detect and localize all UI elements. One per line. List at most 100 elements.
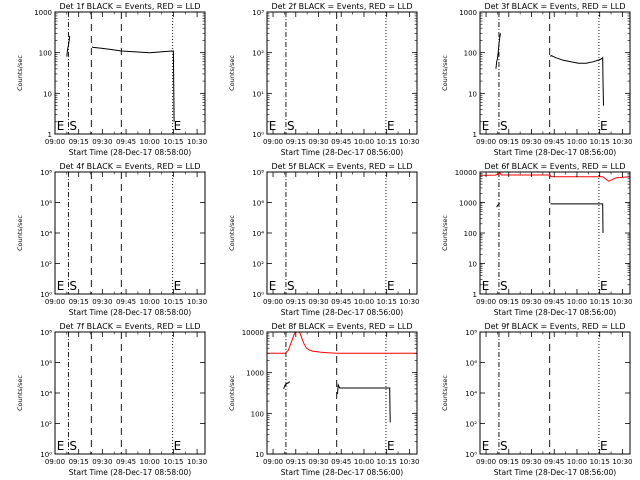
plot-frame — [54, 11, 206, 135]
x-tick-label: 09:30 — [521, 138, 541, 146]
x-tick-label: 09:15 — [499, 138, 519, 146]
x-tick-label: 10:30 — [612, 458, 632, 466]
event-marker-label: E — [57, 119, 65, 133]
series-line — [495, 33, 501, 69]
x-tick-label: 09:45 — [544, 298, 564, 306]
event-marker-label: S — [500, 279, 508, 293]
event-marker-label: E — [482, 439, 490, 453]
x-tick-label: 09:30 — [308, 138, 328, 146]
series-line — [91, 46, 175, 122]
event-marker-label: E — [269, 119, 277, 133]
x-tick-label: 10:30 — [187, 458, 207, 466]
y-tick-label: 10⁶ — [40, 360, 52, 368]
chart-title: Det 8f BLACK = Events, RED = LLD — [271, 322, 412, 331]
x-tick-label: 09:15 — [499, 458, 519, 466]
x-tick-label: 09:00 — [263, 138, 283, 146]
y-axis-label: Counts/sec — [228, 375, 236, 411]
series-line — [337, 383, 391, 423]
x-tick-label: 10:00 — [140, 458, 160, 466]
y-tick-label: 100 — [464, 230, 477, 238]
x-axis-label: Start Time (28-Dec-17 08:56:00) — [281, 308, 403, 317]
x-tick-label: 10:15 — [163, 458, 183, 466]
y-tick-label: 10⁶ — [40, 200, 52, 208]
y-tick-label: 10⁶ — [252, 200, 264, 208]
x-axis-label: Start Time (28-Dec-17 08:56:00) — [494, 308, 616, 317]
x-axis-label: Start Time (28-Dec-17 08:58:00) — [69, 468, 191, 477]
x-tick-label: 10:00 — [567, 458, 587, 466]
x-tick-label: 09:45 — [331, 458, 351, 466]
chart-title: Det 1f BLACK = Events, RED = LLD — [59, 2, 200, 11]
y-tick-label: 10 — [468, 261, 477, 269]
y-tick-label: 10000 — [455, 169, 477, 177]
x-tick-label: 09:45 — [544, 138, 564, 146]
chart-title: Det 4f BLACK = Events, RED = LLD — [59, 162, 200, 171]
y-tick-label: 1 — [48, 131, 52, 139]
y-tick-label: 10⁸ — [252, 169, 264, 177]
chart-title: Det 5f BLACK = Events, RED = LLD — [271, 162, 412, 171]
y-tick-label: 10⁸ — [40, 169, 52, 177]
x-tick-label: 09:45 — [544, 458, 564, 466]
event-marker-label: E — [387, 439, 395, 453]
plot-frame — [479, 331, 631, 455]
x-tick-label: 09:00 — [476, 138, 496, 146]
event-marker-label: S — [69, 439, 77, 453]
y-tick-label: 10² — [252, 50, 264, 58]
x-tick-label: 10:15 — [377, 298, 397, 306]
event-marker-label: E — [482, 279, 490, 293]
x-tick-label: 10:15 — [163, 298, 183, 306]
event-marker-label: S — [69, 119, 77, 133]
series-line — [550, 203, 604, 234]
y-tick-label: 100 — [39, 50, 52, 58]
event-marker-label: E — [600, 439, 608, 453]
x-tick-label: 09:30 — [521, 298, 541, 306]
y-axis-label: Counts/sec — [16, 215, 24, 251]
event-marker-label: E — [387, 119, 395, 133]
x-axis-label: Start Time (28-Dec-17 08:56:00) — [281, 148, 403, 157]
y-tick-label: 10⁰ — [40, 291, 52, 299]
y-tick-label: 1000 — [34, 9, 52, 17]
x-tick-label: 10:00 — [140, 298, 160, 306]
y-tick-label: 100 — [251, 410, 264, 418]
y-axis-label: Counts/sec — [16, 55, 24, 91]
event-marker-label: E — [600, 279, 608, 293]
chart-panel: Det 9f BLACK = Events, RED = LLD Counts/s… — [441, 322, 633, 477]
y-tick-label: 10⁰ — [252, 291, 264, 299]
event-marker-label: S — [287, 119, 295, 133]
x-tick-label: 09:45 — [116, 458, 136, 466]
x-tick-label: 09:15 — [286, 458, 306, 466]
x-tick-label: 09:30 — [521, 458, 541, 466]
x-tick-label: 09:00 — [263, 458, 283, 466]
event-marker-label: E — [57, 279, 65, 293]
x-axis-label: Start Time (28-Dec-17 08:56:00) — [494, 148, 616, 157]
series-line — [66, 35, 71, 57]
event-marker-label: E — [482, 119, 490, 133]
x-tick-label: 10:00 — [567, 138, 587, 146]
chart-panel: Det 5f BLACK = Events, RED = LLD Counts/s… — [228, 162, 420, 317]
x-axis-label: Start Time (28-Dec-17 08:56:00) — [281, 468, 403, 477]
plot-frame — [479, 11, 631, 135]
x-tick-label: 10:15 — [590, 138, 610, 146]
y-axis-label: Counts/sec — [441, 375, 449, 411]
chart-title: Det 3f BLACK = Events, RED = LLD — [484, 2, 625, 11]
y-tick-label: 10 — [255, 451, 264, 459]
x-tick-label: 09:15 — [286, 298, 306, 306]
y-tick-label: 1000 — [246, 370, 264, 378]
x-tick-label: 09:30 — [92, 138, 112, 146]
x-tick-label: 10:30 — [399, 298, 419, 306]
y-tick-label: 10² — [465, 421, 477, 429]
y-axis-label: Counts/sec — [228, 55, 236, 91]
x-tick-label: 10:30 — [612, 138, 632, 146]
x-tick-label: 09:15 — [286, 138, 306, 146]
chart-panel: Det 8f BLACK = Events, RED = LLD Counts/s… — [228, 322, 420, 477]
y-tick-label: 10⁴ — [40, 390, 52, 398]
plot-frame — [54, 331, 206, 455]
y-tick-label: 1 — [473, 131, 477, 139]
plot-frame — [266, 11, 418, 135]
x-tick-label: 09:30 — [92, 458, 112, 466]
y-axis-label: Counts/sec — [228, 215, 236, 251]
y-tick-label: 10 — [43, 90, 52, 98]
y-tick-label: 10⁸ — [40, 329, 52, 337]
y-axis-label: Counts/sec — [441, 55, 449, 91]
x-tick-label: 09:15 — [499, 298, 519, 306]
